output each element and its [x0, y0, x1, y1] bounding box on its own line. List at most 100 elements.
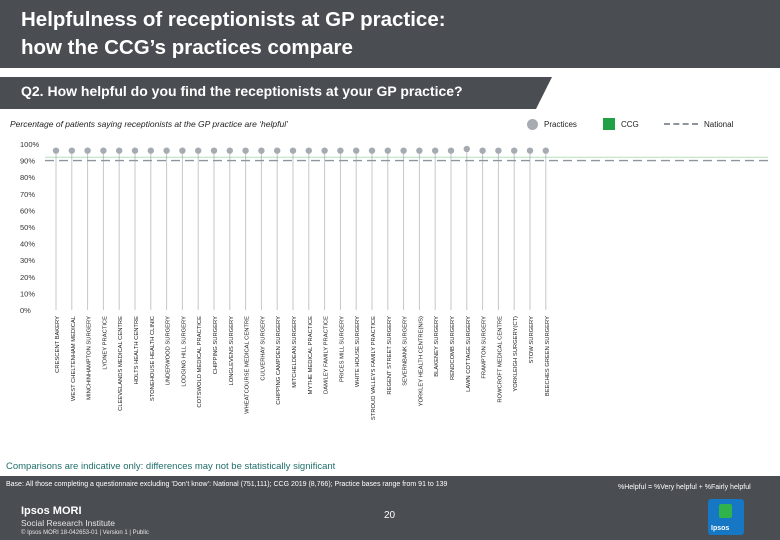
- practice-point: [100, 147, 107, 154]
- y-tick-label: 0%: [20, 306, 31, 315]
- helpful-definition: %Helpful = %Very helpful + %Fairly helpf…: [618, 484, 751, 491]
- page-number: 20: [384, 510, 396, 521]
- category-label: COTSWOLD MEDICAL PRACTICE: [197, 316, 203, 408]
- copyright: © Ipsos MORI 18-042653-01 | Version 1 | …: [21, 530, 149, 536]
- legend-national-label: National: [704, 119, 734, 129]
- practice-point: [226, 147, 233, 154]
- sri-logo-text: Social Research Institute: [21, 518, 116, 528]
- y-tick-label: 50%: [20, 223, 35, 232]
- category-label: MYTHE MEDICAL PRACTICE: [308, 316, 314, 395]
- category-label: CHIPPING SURGERY: [213, 316, 219, 374]
- category-label: WHEATCOURSE MEDICAL CENTRE: [245, 316, 251, 414]
- practice-point: [52, 147, 60, 154]
- practice-point: [68, 147, 76, 154]
- category-label: FRAMPTON SURGERY: [482, 316, 488, 379]
- category-label: YORKLEY HEALTH CENTRE(N/S): [418, 316, 424, 406]
- y-tick-label: 40%: [20, 240, 35, 249]
- practice-point: [195, 147, 202, 154]
- y-tick-label: 80%: [20, 173, 35, 182]
- ccg-square-icon: [603, 118, 615, 130]
- title-line-1: Helpfulness of receptionists at GP pract…: [21, 8, 446, 31]
- category-label: UNDERWOOD SURGERY: [166, 316, 172, 385]
- y-tick-label: 100%: [20, 140, 40, 149]
- category-label: ROWCROFT MEDICAL CENTRE: [497, 316, 503, 403]
- category-label: REGENT STREET SURGERY: [387, 316, 393, 395]
- practice-point: [116, 147, 123, 154]
- legend-ccg-label: CCG: [621, 119, 639, 129]
- category-label: BEECHES GREEN SURGERY: [545, 316, 551, 396]
- y-tick-label: 70%: [20, 190, 35, 199]
- practice-point: [368, 147, 376, 154]
- chart-subtitle: Percentage of patients saying receptioni…: [10, 119, 288, 129]
- y-tick-label: 20%: [20, 273, 35, 282]
- practice-point: [289, 147, 297, 154]
- title-line-2: how the CCG’s practices compare: [21, 36, 353, 59]
- category-label: SEVERNBANK SURGERY: [403, 316, 409, 386]
- footer: [0, 492, 780, 540]
- comparison-note: Comparisons are indicative only: differe…: [6, 461, 336, 472]
- y-tick-label: 10%: [20, 289, 35, 298]
- category-label: MITCHELDEAN SURGERY: [292, 316, 298, 388]
- practice-point: [274, 147, 281, 154]
- base-bar: [0, 476, 780, 492]
- category-label: STROUD VALLEYS FAMILY PRACTICE: [371, 316, 377, 420]
- category-label: LONGLEVENS SURGERY: [229, 316, 235, 386]
- practice-point: [353, 147, 360, 154]
- practice-point: [526, 147, 534, 154]
- category-label: WHITE HOUSE SURGERY: [355, 316, 361, 387]
- practice-point: [337, 147, 344, 154]
- category-label: HOLTS HEALTH CENTRE: [134, 316, 140, 385]
- practice-point: [305, 147, 312, 154]
- helpfulness-chart: 0% 10% 20% 30% 40% 50% 60% 70% 80% 90% 100% CRESCEN…: [20, 140, 768, 420]
- practice-point: [400, 147, 407, 154]
- legend-practices: Practices: [527, 117, 577, 131]
- category-label: PRICES MILL SURGERY: [339, 316, 345, 382]
- category-label: CRESCENT BAKERY: [55, 316, 61, 373]
- category-label: DAM/LEY FAMILY PRACTICE: [324, 316, 330, 394]
- practice-point: [495, 147, 502, 154]
- category-label: MINCHINHAMPTON SURGERY: [87, 316, 93, 400]
- category-label: LYDNEY PRACTICE: [102, 316, 108, 370]
- category-label: STONEHOUSE HEALTH CLINIC: [150, 316, 156, 401]
- ipsos-logo: Ipsos: [708, 499, 744, 535]
- practice-point: [447, 147, 455, 154]
- practice-point: [163, 147, 170, 154]
- ipsos-mark-icon: [719, 504, 732, 518]
- category-label: LODGING HILL SURGERY: [181, 316, 187, 387]
- practice-point: [84, 147, 91, 154]
- practice-point: [463, 145, 470, 153]
- category-label: CULVERHAY SURGERY: [260, 316, 266, 381]
- ipsos-logo-text: Ipsos: [711, 525, 730, 532]
- national-line-icon: [664, 123, 698, 125]
- legend-ccg: CCG: [603, 117, 639, 131]
- practice-point: [179, 147, 186, 154]
- practice-point: [131, 147, 139, 154]
- practice-point: [416, 147, 423, 154]
- title-bar: Helpfulness of receptionists at GP pract…: [0, 0, 780, 68]
- practice-point: [210, 147, 218, 154]
- question-text: Q2. How helpful do you find the receptio…: [21, 83, 463, 99]
- category-label: CHIPPING CAMPDEN SURGERY: [276, 316, 282, 405]
- practice-point: [242, 147, 249, 154]
- question-bar: Q2. How helpful do you find the receptio…: [0, 77, 536, 109]
- category-label: YORKLEIGH SURGERY(CT): [513, 316, 519, 392]
- practice-point: [479, 147, 486, 154]
- practice-point: [542, 147, 549, 154]
- practice-point: [384, 147, 391, 154]
- category-label: RENDCOMB SURGERY: [450, 316, 456, 380]
- practice-point: [432, 147, 439, 154]
- base-text: Base: All those completing a questionnai…: [6, 481, 448, 488]
- category-label: CLEEVELANDS MEDICAL CENTRE: [118, 316, 124, 411]
- category-label: BLAKENEY SURGERY: [434, 316, 440, 377]
- category-label: WEST CHELTENHAM MEDICAL: [71, 315, 77, 401]
- y-tick-label: 30%: [20, 256, 35, 265]
- practice-dot-icon: [527, 118, 538, 130]
- practice-point: [511, 147, 518, 154]
- practice-point: [258, 147, 265, 154]
- legend-practices-label: Practices: [544, 119, 577, 129]
- ipsos-mori-logo: Ipsos MORI: [21, 505, 82, 517]
- practice-point: [147, 147, 154, 154]
- question-bar-arrow: [536, 77, 552, 109]
- practice-point: [321, 147, 328, 154]
- y-tick-label: 90%: [20, 157, 35, 166]
